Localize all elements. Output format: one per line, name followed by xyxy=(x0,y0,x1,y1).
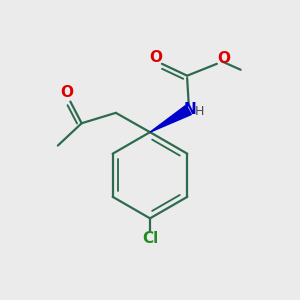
Text: H: H xyxy=(195,105,205,118)
Text: O: O xyxy=(60,85,73,100)
Text: N: N xyxy=(184,102,196,117)
Polygon shape xyxy=(150,105,191,132)
Text: Cl: Cl xyxy=(142,231,158,246)
Text: O: O xyxy=(217,51,230,66)
Text: O: O xyxy=(149,50,162,65)
